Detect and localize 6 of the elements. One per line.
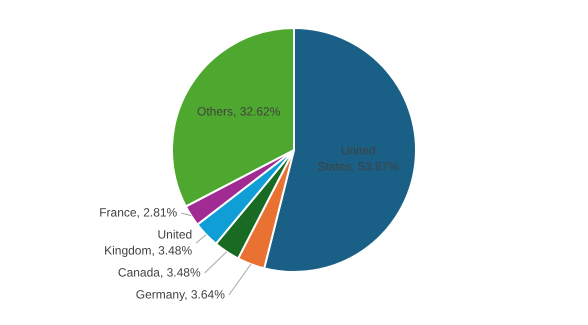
slice-label: France, 2.81% <box>99 205 178 220</box>
slice-label: United States, 53.87% <box>317 143 400 174</box>
slice-label: Canada, 3.48% <box>118 265 201 280</box>
slice-label: Germany, 3.64% <box>136 287 226 302</box>
slice-label: Others, 32.62% <box>197 104 281 118</box>
slice-label: United Kingdom, 3.48% <box>104 227 192 258</box>
